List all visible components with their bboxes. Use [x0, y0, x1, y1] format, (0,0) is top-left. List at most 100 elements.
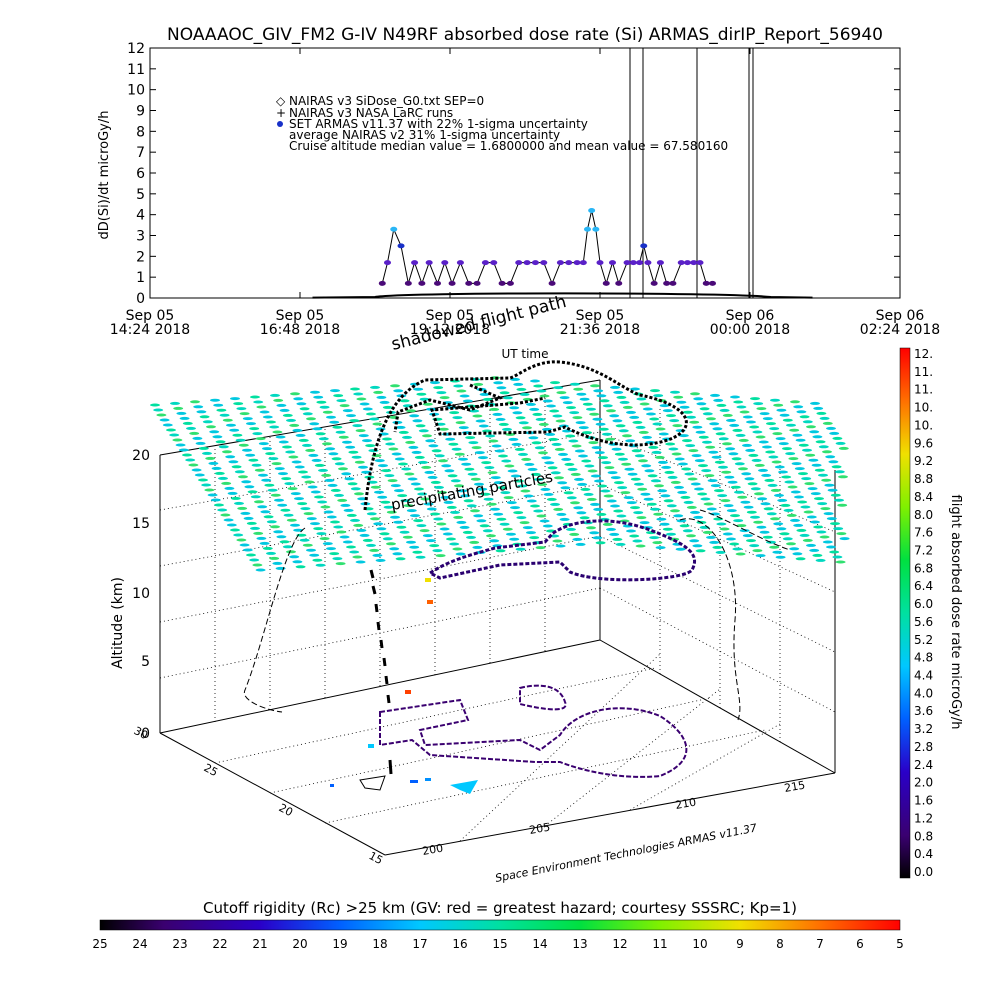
particle-mark	[292, 428, 303, 432]
particle-mark	[762, 445, 772, 449]
particle-mark	[254, 468, 265, 472]
particle-mark	[376, 395, 387, 399]
particle-mark	[677, 490, 688, 494]
particle-mark	[617, 486, 628, 490]
particle-mark	[289, 423, 300, 427]
particle-mark	[370, 485, 381, 489]
particle-mark	[484, 466, 495, 470]
particle-mark	[269, 556, 280, 560]
particle-mark	[571, 444, 582, 448]
particle-mark	[641, 464, 652, 468]
particle-mark	[382, 537, 393, 541]
particle-mark	[806, 543, 816, 547]
particle-mark	[827, 488, 838, 492]
particle-mark	[386, 510, 397, 514]
particle-mark	[702, 440, 712, 444]
particle-mark	[802, 448, 812, 452]
particle-mark	[625, 439, 636, 443]
ground-marker	[330, 784, 334, 787]
particle-mark	[406, 409, 416, 413]
colorbar-bottom-label: Cutoff rigidity (Rc) >25 km (GV: red = g…	[203, 899, 797, 917]
lat-axis-ticks: 15 20 25 30	[132, 724, 385, 867]
particle-mark	[280, 508, 291, 512]
particle-mark	[815, 440, 826, 444]
particle-mark	[353, 392, 364, 396]
particle-mark	[795, 438, 806, 442]
particle-mark	[683, 500, 694, 504]
particle-mark	[438, 427, 449, 431]
particle-mark	[322, 442, 332, 446]
particle-mark	[775, 437, 786, 441]
particle-mark	[790, 518, 800, 522]
particle-mark	[214, 503, 224, 507]
particle-mark	[714, 489, 724, 493]
particle-mark	[439, 396, 450, 400]
particle-mark	[294, 465, 305, 469]
particle-mark	[415, 555, 426, 559]
particle-mark	[697, 492, 708, 496]
particle-mark	[609, 532, 620, 536]
particle-mark	[269, 425, 280, 429]
colorbar-right-tick: 0.8	[914, 829, 933, 843]
particle-mark	[676, 400, 687, 404]
particle-mark	[654, 484, 664, 488]
particle-mark	[510, 474, 521, 478]
particle-mark	[782, 418, 793, 422]
particle-mark	[449, 411, 460, 415]
particle-mark	[228, 460, 239, 464]
particle-mark	[391, 452, 402, 456]
particle-mark	[817, 502, 828, 506]
particle-mark	[365, 444, 376, 448]
particle-mark	[447, 474, 458, 478]
particle-mark	[178, 448, 189, 452]
particle-mark	[807, 487, 818, 491]
particle-mark	[485, 434, 496, 438]
particle-mark	[742, 415, 753, 419]
particle-mark	[803, 510, 814, 514]
particle-mark	[284, 482, 295, 486]
descent-colored-points	[368, 578, 433, 748]
particle-mark	[580, 487, 591, 491]
particle-mark	[782, 447, 792, 451]
particle-mark	[335, 562, 346, 566]
particle-mark	[834, 498, 844, 502]
particle-mark	[290, 392, 300, 396]
armas-data-point	[629, 260, 637, 266]
particle-mark	[513, 511, 524, 515]
particle-mark	[557, 481, 568, 485]
armas-data-point	[384, 260, 391, 266]
particle-mark	[514, 479, 524, 483]
particle-mark	[273, 530, 284, 534]
particle-mark	[173, 406, 184, 410]
particle-mark	[251, 463, 262, 467]
particle-mark	[250, 395, 260, 399]
particle-mark	[250, 526, 260, 530]
particle-mark	[747, 482, 758, 486]
particle-mark	[182, 421, 193, 425]
particle-mark	[415, 424, 426, 428]
particle-mark	[540, 487, 551, 491]
colorbar-bottom-tick: 25	[92, 937, 107, 951]
particle-mark	[602, 432, 612, 436]
particle-mark	[784, 480, 795, 484]
particle-mark	[238, 443, 249, 447]
particle-mark	[774, 465, 785, 469]
colorbar-right-tick: 1.6	[914, 794, 933, 808]
particle-mark	[611, 447, 622, 451]
particle-mark	[327, 483, 338, 487]
particle-mark	[702, 412, 713, 416]
particle-mark	[294, 497, 304, 501]
particle-mark	[826, 426, 836, 430]
colorbar-bottom-tick: 19	[332, 937, 347, 951]
particle-mark	[182, 453, 192, 457]
particle-mark	[801, 477, 812, 481]
armas-data-point	[677, 260, 685, 266]
particle-mark	[373, 522, 384, 526]
particle-mark	[598, 427, 609, 431]
particle-mark	[211, 466, 222, 470]
particle-mark	[352, 424, 363, 428]
particle-mark	[627, 472, 638, 476]
particle-mark	[507, 469, 518, 473]
particle-mark	[491, 444, 502, 448]
